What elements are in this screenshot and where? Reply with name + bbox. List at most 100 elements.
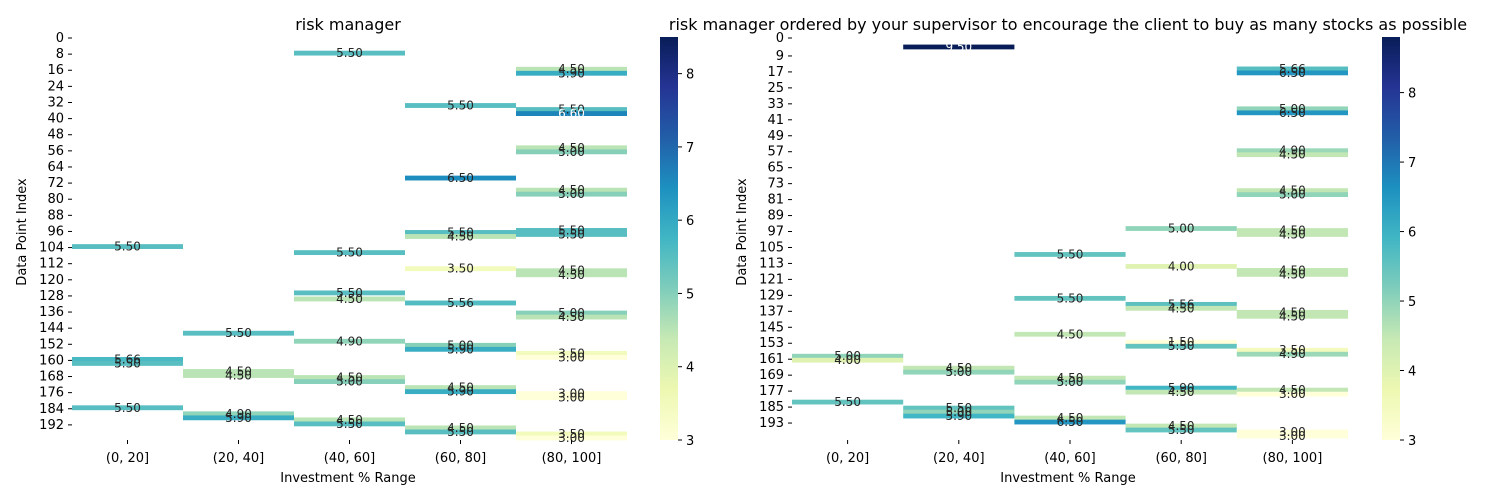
y-tick-label: 169 bbox=[759, 368, 784, 383]
y-tick-label: 137 bbox=[759, 304, 784, 319]
heatmap-cell bbox=[1014, 379, 1126, 385]
cell-value-label: 5.50 bbox=[447, 99, 474, 113]
heatmap-cell bbox=[1236, 192, 1348, 198]
y-tick-label: 40 bbox=[47, 112, 64, 127]
heatmap-cell bbox=[516, 149, 627, 155]
cell-value-label: 5.00 bbox=[558, 306, 585, 320]
y-tick-label: 113 bbox=[759, 256, 784, 271]
heatmap-cell bbox=[1014, 331, 1126, 337]
cell-value-label: 4.50 bbox=[1057, 411, 1084, 425]
heatmap-cell bbox=[1125, 389, 1237, 395]
heatmap-cell bbox=[516, 107, 627, 112]
cell-value-label: 4.50 bbox=[336, 371, 363, 385]
y-tick-label: 33 bbox=[767, 97, 784, 112]
cell-value-label: 4.00 bbox=[1168, 259, 1195, 273]
cell-value-label: 5.00 bbox=[336, 375, 363, 389]
y-tick-label: 41 bbox=[767, 113, 784, 128]
cell-value-label: 4.90 bbox=[336, 334, 363, 348]
heatmap-cell bbox=[1236, 70, 1348, 76]
y-tick-label: 0 bbox=[56, 31, 64, 46]
cell-value-label: 5.00 bbox=[1279, 102, 1306, 116]
heatmap-cell bbox=[516, 354, 627, 360]
cell-value-label: 5.66 bbox=[114, 352, 141, 366]
heatmap-cell bbox=[516, 350, 627, 356]
y-tick-label: 81 bbox=[767, 193, 784, 208]
heatmap-cell bbox=[1236, 351, 1348, 357]
heatmap-cell bbox=[1014, 252, 1126, 257]
y-axis-right: 0917253341495765738189971051131211291371… bbox=[759, 31, 792, 431]
cell-value-label: 5.90 bbox=[945, 409, 972, 423]
cell-value-label: 4.50 bbox=[1279, 305, 1306, 319]
heatmap-cell bbox=[1236, 188, 1348, 194]
y-tick-label: 72 bbox=[47, 176, 64, 191]
heatmap-cell bbox=[1014, 415, 1126, 421]
heatmap-cell bbox=[405, 300, 516, 306]
heatmap-cells-right bbox=[792, 44, 1348, 439]
x-tick-label: (60, 80] bbox=[1155, 451, 1207, 466]
cell-value-label: 3.00 bbox=[1279, 425, 1306, 439]
y-tick-label: 96 bbox=[47, 224, 64, 239]
heatmap-cell bbox=[183, 330, 294, 336]
cell-value-label: 4.50 bbox=[1168, 419, 1195, 433]
colorbar-tick-label: 8 bbox=[686, 68, 694, 83]
cell-value-label: 3.00 bbox=[1279, 387, 1306, 401]
cell-value-label: 5.50 bbox=[336, 246, 363, 260]
heatmap-cell bbox=[294, 375, 405, 380]
y-axis-left: 0816243240485664728088961041121201281361… bbox=[39, 31, 72, 433]
heatmap-cell bbox=[294, 50, 405, 56]
heatmap-cell bbox=[1236, 313, 1348, 319]
cell-value-label: 6.50 bbox=[1279, 66, 1306, 80]
heatmap-cell bbox=[516, 232, 627, 237]
chart-title-left: risk manager bbox=[295, 15, 401, 34]
heatmap-cell bbox=[405, 103, 516, 108]
y-tick-label: 9 bbox=[776, 49, 784, 64]
y-tick-label: 168 bbox=[39, 370, 64, 385]
y-tick-label: 89 bbox=[767, 209, 784, 224]
cell-value-label: 6.50 bbox=[1057, 415, 1084, 429]
y-tick-label: 57 bbox=[767, 145, 784, 160]
cell-value-label: 5.50 bbox=[114, 240, 141, 254]
cell-value-label: 4.50 bbox=[558, 141, 585, 155]
y-tick-label: 48 bbox=[47, 128, 64, 143]
heatmap-cell bbox=[1236, 268, 1348, 273]
cell-value-label: 4.50 bbox=[558, 264, 585, 278]
cell-value-label: 5.50 bbox=[114, 356, 141, 370]
cell-value-label: 3.50 bbox=[558, 427, 585, 441]
cell-value-label: 3.00 bbox=[558, 387, 585, 401]
y-tick-label: 24 bbox=[47, 79, 64, 94]
heatmap-cell bbox=[405, 234, 516, 239]
heatmap-cell bbox=[1236, 66, 1348, 72]
cell-value-label: 6.50 bbox=[1279, 106, 1306, 120]
heatmap-cell bbox=[1125, 343, 1237, 349]
cell-value-label: 4.50 bbox=[558, 310, 585, 324]
cell-value-label: 5.00 bbox=[945, 405, 972, 419]
colorbar-left bbox=[660, 37, 678, 440]
heatmap-cell bbox=[1125, 423, 1237, 429]
heatmap-cell bbox=[1125, 226, 1237, 231]
cell-value-label: 4.90 bbox=[1279, 347, 1306, 361]
x-tick-label: (60, 80] bbox=[435, 451, 487, 466]
cell-value-label: 4.50 bbox=[558, 268, 585, 282]
cell-value-label: 5.00 bbox=[558, 187, 585, 201]
y-tick-label: 184 bbox=[39, 402, 64, 417]
cell-value-label: 4.00 bbox=[834, 353, 861, 367]
y-tick-label: 105 bbox=[759, 240, 784, 255]
heatmap-panel-left: risk manager 5.505.665.505.505.504.504.5… bbox=[15, 15, 694, 486]
cell-value-label: 3.00 bbox=[1279, 429, 1306, 443]
heatmap-cell bbox=[1236, 347, 1348, 353]
cell-value-label: 5.00 bbox=[1168, 222, 1195, 236]
cell-value-label: 4.50 bbox=[1279, 309, 1306, 323]
cell-value-label: 4.50 bbox=[447, 381, 474, 395]
cell-value-label: 4.90 bbox=[225, 407, 252, 421]
y-tick-label: 64 bbox=[47, 160, 64, 175]
colorbar-ticks-right: 3 4 5 6 7 8 bbox=[1400, 87, 1416, 449]
heatmap-cell bbox=[1014, 375, 1126, 381]
cell-value-label: 5.50 bbox=[945, 401, 972, 415]
colorbar-tick-label: 6 bbox=[686, 214, 694, 229]
cell-value-label: 5.90 bbox=[225, 411, 252, 425]
cell-value-label: 4.50 bbox=[1279, 228, 1306, 242]
heatmap-cell bbox=[1236, 387, 1348, 393]
cell-value-label: 4.50 bbox=[1279, 263, 1306, 277]
heatmap-cell bbox=[405, 346, 516, 352]
cell-value-label: 4.50 bbox=[1057, 327, 1084, 341]
